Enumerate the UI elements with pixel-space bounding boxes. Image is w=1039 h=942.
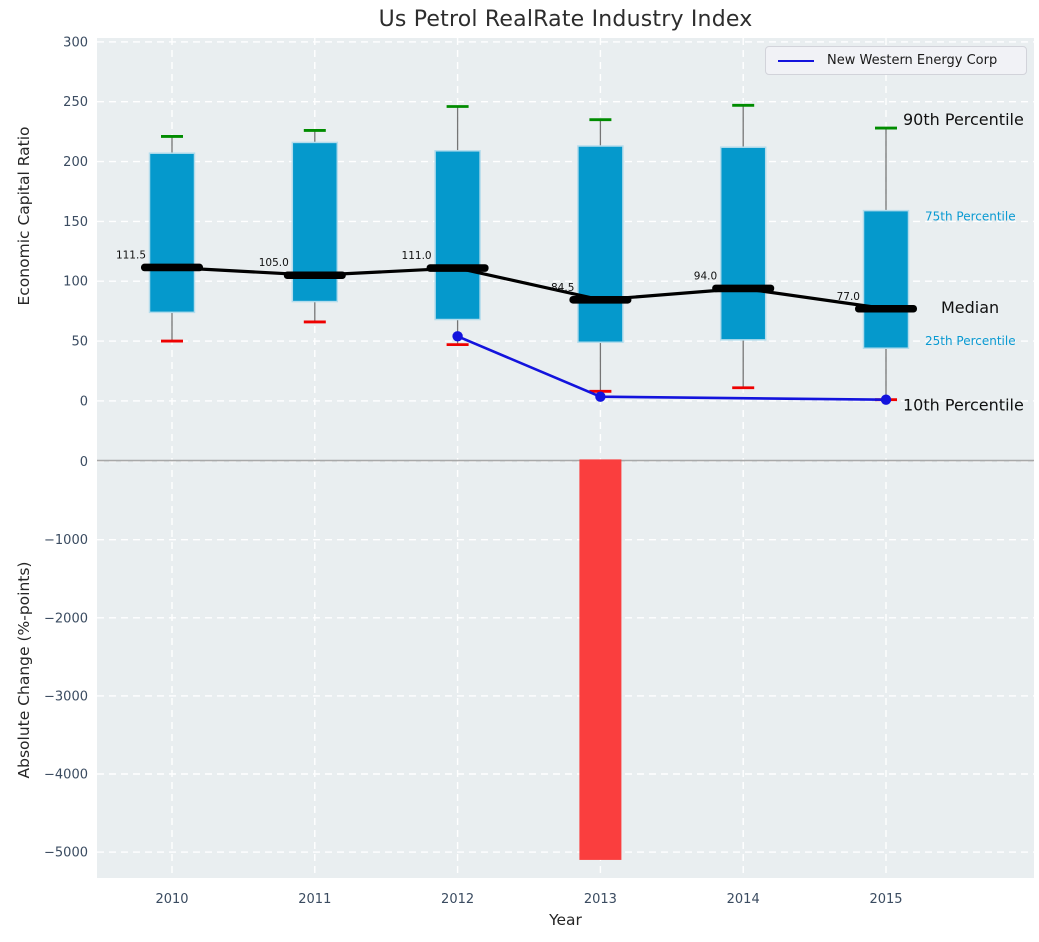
x-tick-label: 2011 [298, 892, 331, 907]
percentile-label-median: Median [941, 298, 999, 317]
y-tick-label-top: 200 [63, 155, 88, 170]
plot-background [97, 38, 1034, 878]
median-marker [141, 263, 203, 272]
x-tick-label: 2010 [155, 892, 188, 907]
median-marker [855, 304, 917, 313]
change-bar [579, 459, 622, 860]
median-value-label: 111.5 [116, 249, 146, 261]
median-value-label: 105.0 [259, 257, 289, 269]
iqr-box [148, 152, 196, 314]
x-axis-label: Year [549, 911, 582, 929]
x-tick-label: 2014 [727, 892, 760, 907]
legend-line-icon [778, 59, 814, 62]
y-tick-label-bottom: 0 [80, 455, 88, 470]
median-marker [426, 264, 489, 272]
median-marker [712, 284, 775, 293]
y-tick-label-bottom: −3000 [44, 689, 88, 704]
iqr-box [577, 145, 624, 344]
median-value-label: 94.0 [694, 270, 717, 282]
y-axis-label-bottom: Absolute Change (%-points) [15, 561, 33, 779]
x-tick-label: 2012 [441, 892, 474, 907]
percentile-label-q75: 75th Percentile [925, 210, 1016, 224]
company-point [452, 331, 463, 342]
median-value-label: 111.0 [402, 250, 432, 262]
y-tick-label-bottom: −1000 [44, 533, 88, 548]
y-tick-label-bottom: −5000 [44, 846, 88, 861]
y-tick-label-bottom: −2000 [44, 611, 88, 626]
x-tick-label: 2013 [584, 892, 617, 907]
y-tick-label-top: 300 [63, 35, 88, 50]
median-value-label: 77.0 [837, 291, 860, 303]
company-point [880, 394, 892, 405]
median-marker [283, 271, 346, 280]
percentile-label-p10: 10th Percentile [903, 396, 1024, 415]
y-tick-label-top: 250 [63, 95, 88, 110]
iqr-box [862, 209, 910, 349]
y-tick-label-top: 50 [71, 335, 88, 350]
percentile-label-p90: 90th Percentile [903, 110, 1024, 129]
legend-entry-label: New Western Energy Corp [827, 53, 998, 68]
iqr-box [719, 146, 767, 341]
iqr-box [434, 150, 481, 321]
y-axis-label-top: Economic Capital Ratio [15, 126, 33, 306]
y-tick-label-top: 0 [80, 394, 88, 409]
y-tick-label-top: 100 [63, 275, 88, 290]
x-tick-label: 2015 [869, 892, 902, 907]
y-tick-label-top: 150 [63, 215, 88, 230]
chart-title: Us Petrol RealRate Industry Index [378, 7, 753, 32]
percentile-label-q25: 25th Percentile [925, 334, 1016, 348]
median-marker [569, 295, 632, 304]
median-value-label: 84.5 [551, 282, 574, 294]
legend-box: New Western Energy Corp [765, 46, 1027, 75]
company-point [595, 391, 606, 402]
y-tick-label-bottom: −4000 [44, 768, 88, 783]
